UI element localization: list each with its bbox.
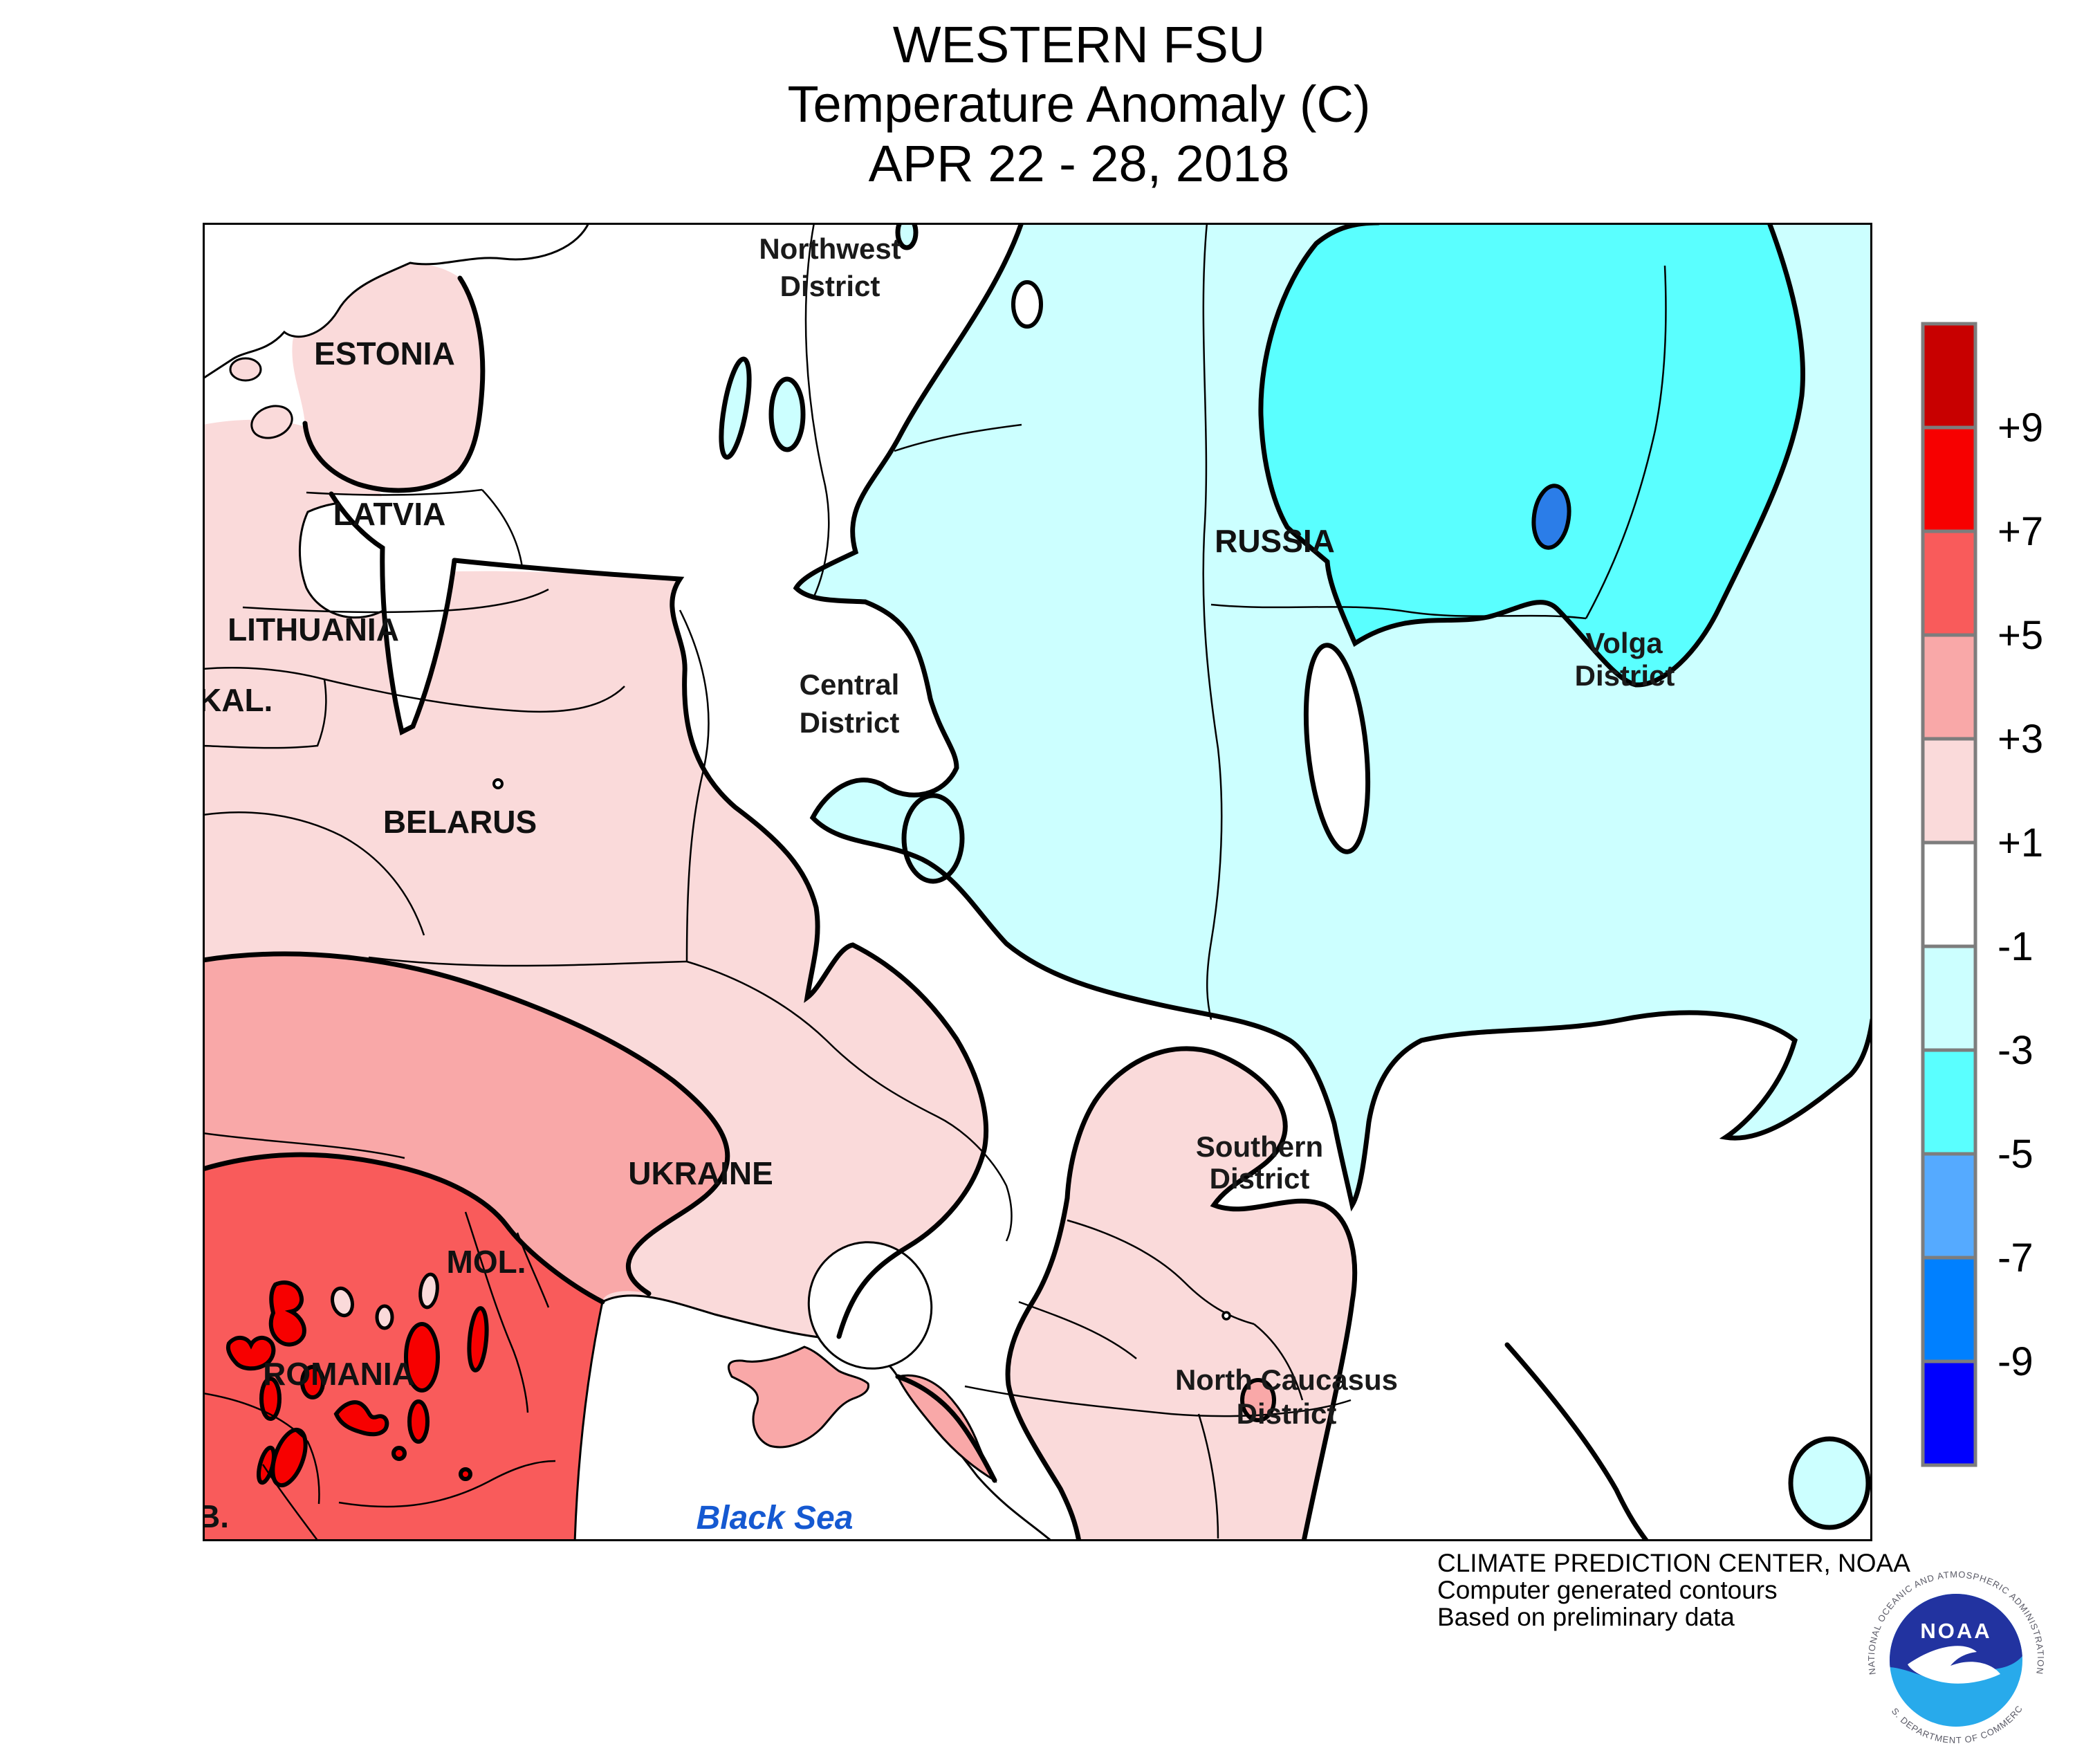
attribution-line2: Computer generated contours [1437,1576,1778,1604]
island-saaremaa [250,405,293,439]
legend-tick-plus3: +3 [1998,717,2043,762]
red-hot-blobs [226,1280,489,1488]
label-belarus: BELARUS [383,804,537,840]
white-oval-russia [1303,643,1371,854]
salmon-blob-caucasus [1240,1378,1276,1422]
label-kaliningrad: KAL. [203,682,273,718]
legend-swatch-plus3 [1921,633,1977,741]
label-southern-district-1: Southern [1196,1130,1323,1163]
label-bulgaria: B. [203,1498,229,1534]
thin-borders [202,222,1667,1542]
label-northwest-district-2: District [780,270,880,302]
map-title: WESTERN FSU Temperature Anomaly (C) APR … [387,15,1771,194]
noaa-logo: NOAA NATIONAL OCEANIC AND ATMOSPHERIC AD… [1859,1563,2053,1757]
title-variable: Temperature Anomaly (C) [787,75,1371,133]
legend-tick-minus3: -3 [1998,1028,2034,1073]
label-estonia: ESTONIA [314,336,455,371]
label-black-sea: Black Sea [697,1500,854,1536]
source-attribution: CLIMATE PREDICTION CENTER, NOAA Computer… [1437,1550,1910,1630]
label-north-caucasus-district-2: District [1237,1397,1337,1430]
pink-holes-in-red [331,1272,439,1330]
noaa-logo-svg: NOAA NATIONAL OCEANIC AND ATMOSPHERIC AD… [1861,1565,2051,1755]
legend-swatch-minus7 [1921,1256,1977,1363]
label-lithuania: LITHUANIA [228,612,399,647]
region-pink-estonia [292,262,483,490]
legend-swatch-minus1 [1921,944,1977,1052]
label-volga-district-1: Volga [1585,627,1663,659]
map-frame [203,223,1872,1541]
sea-baltic [199,219,592,383]
legend-tick-plus9: +9 [1998,405,2043,450]
legend-tick-plus5: +5 [1998,613,2043,658]
legend-tick-minus7: -7 [1998,1235,2034,1280]
attribution-line1: CLIMATE PREDICTION CENTER, NOAA [1437,1549,1910,1577]
white-band-tongue [331,494,714,732]
contour-dot-caucasus [1221,1311,1231,1321]
legend-tick-minus1: -1 [1998,924,2034,969]
legend-swatch-neutral [1921,840,1977,948]
contour-dot-belarus [492,778,504,789]
label-volga-district-2: District [1575,659,1675,692]
legend-swatch-plus7 [1921,425,1977,533]
label-northwest-district-1: Northwest [759,232,901,265]
blue-cold-spot [1531,484,1571,550]
label-moldova: MOL. [447,1244,526,1280]
region-cyan-volga [1260,223,1803,686]
attribution-line3: Based on preliminary data [1437,1603,1735,1631]
logo-emblem: NOAA [1890,1594,2022,1727]
legend-tick-plus1: +1 [1998,820,2043,865]
legend-tick-minus5: -5 [1998,1132,2034,1177]
label-russia: RUSSIA [1215,523,1335,559]
legend-tick-plus7: +7 [1998,509,2043,554]
peninsula-crimea [728,1345,870,1449]
legend-tick-minus9: -9 [1998,1339,2034,1384]
seagull-icon [1908,1646,2000,1684]
label-north-caucasus-district-1: North Caucasus [1175,1363,1398,1396]
legend-swatch-minus9 [1921,1359,1977,1467]
map-area: ESTONIA LATVIA LITHUANIA KAL. BELARUS UK… [197,214,1875,1544]
legend-swatch-minus3 [1921,1048,1977,1156]
label-ukraine: UKRAINE [628,1155,773,1191]
label-latvia: LATVIA [333,496,446,532]
legend-swatch-plus1 [1921,737,1977,845]
white-oval-top [1011,280,1043,329]
thick-contours [200,220,1875,1544]
title-region: WESTERN FSU [892,16,1266,73]
color-scale-legend: +9 +7 +5 +3 +1 -1 -3 -5 -7 -9 [1916,304,2075,1494]
legend-swatch-minus5 [1921,1152,1977,1260]
legend-swatch-plus9 [1921,322,1977,430]
logo-acronym: NOAA [1920,1619,1991,1643]
anomaly-map-svg: ESTONIA LATVIA LITHUANIA KAL. BELARUS UK… [197,214,1875,1544]
island-hiiumaa [229,357,262,382]
label-central-district-2: District [800,706,900,739]
legend-svg: +9 +7 +5 +3 +1 -1 -3 -5 -7 -9 [1921,322,2043,1467]
label-central-district-1: Central [800,668,900,701]
legend-swatch-plus5 [1921,529,1977,637]
title-daterange: APR 22 - 28, 2018 [868,135,1290,192]
label-southern-district-2: District [1210,1162,1310,1195]
label-romania: ROMANIA [263,1356,415,1392]
